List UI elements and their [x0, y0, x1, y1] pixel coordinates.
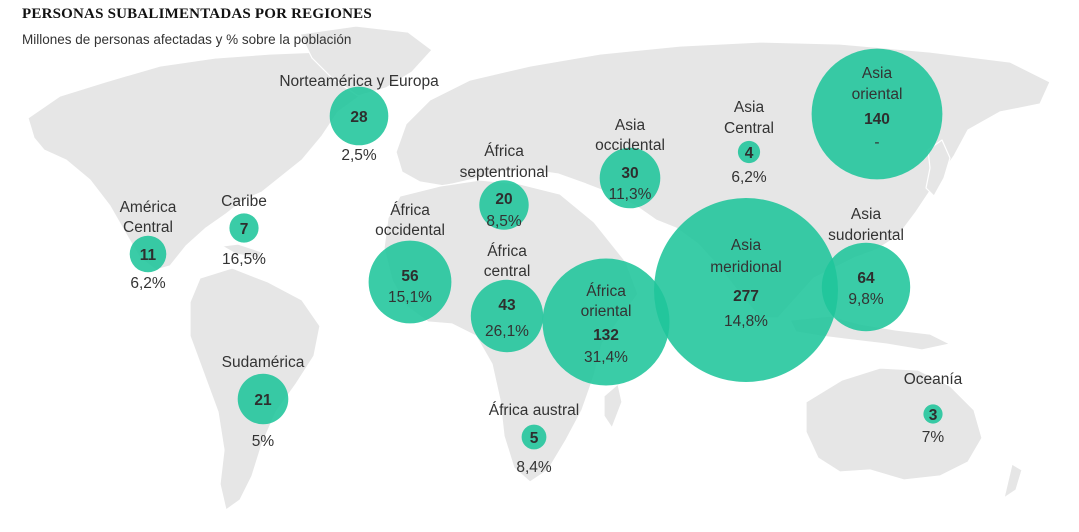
region-percent: 14,8% — [724, 313, 768, 330]
region-percent: 26,1% — [485, 323, 529, 340]
region-name: Asia — [734, 99, 765, 116]
region-value: 20 — [495, 191, 512, 208]
region-name: Norteamérica y Europa — [279, 73, 439, 90]
chart-subtitle: Millones de personas afectadas y % sobre… — [22, 32, 351, 47]
chart-title: PERSONAS SUBALIMENTADAS POR REGIONES — [22, 6, 372, 23]
region-percent: 31,4% — [584, 349, 628, 366]
region-percent: 15,1% — [388, 289, 432, 306]
region-value: 56 — [401, 268, 419, 285]
region-name: América — [120, 199, 177, 216]
region-name: África — [487, 243, 527, 260]
madagascar-shape — [604, 384, 622, 428]
region-name: Oceanía — [904, 371, 963, 388]
region-percent: - — [874, 134, 879, 151]
region-name: Asia — [851, 206, 882, 223]
region-label-caribe: Caribe 7 16,5% — [221, 193, 267, 268]
bubble-asia-sudoriental — [822, 243, 910, 331]
region-name: sudoriental — [828, 227, 904, 244]
region-value: 21 — [254, 392, 272, 409]
region-percent: 5% — [252, 433, 275, 450]
region-percent: 11,3% — [609, 186, 652, 203]
region-name: septentrional — [460, 164, 549, 181]
region-value: 28 — [350, 109, 368, 126]
region-name: Asia — [615, 117, 646, 134]
region-value: 140 — [864, 111, 890, 128]
region-value: 64 — [857, 270, 875, 287]
region-percent: 8,4% — [516, 459, 552, 476]
region-value: 7 — [240, 221, 249, 238]
region-name: occidental — [375, 222, 445, 239]
region-value: 4 — [745, 145, 754, 162]
region-name: Asia — [862, 65, 893, 82]
region-name: Asia — [731, 237, 762, 254]
bubble-africa-oriental — [543, 259, 670, 386]
region-percent: 16,5% — [222, 251, 266, 268]
region-value: 277 — [733, 288, 759, 305]
region-value: 30 — [621, 165, 638, 182]
region-name: Caribe — [221, 193, 267, 210]
region-value: 132 — [593, 327, 619, 344]
region-percent: 2,5% — [341, 147, 377, 164]
region-name: occidental — [595, 137, 665, 154]
region-percent: 8,5% — [486, 213, 522, 230]
region-name: África austral — [489, 402, 579, 419]
region-percent: 6,2% — [731, 169, 767, 186]
region-value: 11 — [140, 247, 157, 264]
region-value: 43 — [498, 297, 516, 314]
region-percent: 6,2% — [130, 275, 166, 292]
region-name: África — [484, 143, 524, 160]
region-percent: 7% — [922, 429, 945, 446]
region-name: oriental — [852, 86, 903, 103]
region-name: oriental — [581, 303, 632, 320]
region-value: 5 — [530, 430, 539, 447]
region-name: Central — [724, 120, 774, 137]
region-name: Central — [123, 219, 173, 236]
new-zealand-shape — [1004, 464, 1022, 498]
region-name: meridional — [710, 259, 782, 276]
region-name: Sudamérica — [222, 354, 305, 371]
region-percent: 9,8% — [848, 291, 884, 308]
region-value: 3 — [929, 407, 938, 424]
region-name: África — [586, 283, 626, 300]
bubble-africa-central — [471, 280, 543, 352]
region-name: África — [390, 202, 430, 219]
region-name: central — [484, 263, 531, 280]
